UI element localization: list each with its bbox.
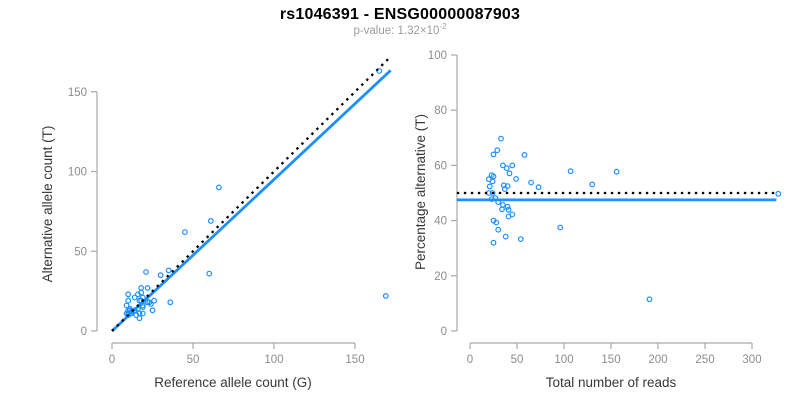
x-tick-label: 0 bbox=[109, 354, 115, 366]
x-tick-label: 100 bbox=[264, 354, 283, 366]
data-point bbox=[138, 289, 145, 296]
y-tick-label: 50 bbox=[74, 246, 87, 258]
data-point bbox=[494, 147, 501, 154]
y-tick-label: 20 bbox=[434, 271, 447, 283]
data-point bbox=[382, 293, 389, 299]
data-point bbox=[502, 233, 509, 240]
data-point bbox=[486, 183, 493, 190]
data-point bbox=[215, 184, 222, 191]
data-point bbox=[139, 310, 146, 317]
data-point bbox=[495, 226, 502, 233]
x-tick-label: 100 bbox=[554, 354, 573, 366]
data-point bbox=[509, 162, 516, 169]
y-tick-label: 150 bbox=[68, 87, 87, 99]
data-point bbox=[517, 236, 524, 243]
data-point bbox=[501, 186, 508, 193]
regression-line bbox=[111, 69, 392, 333]
data-point bbox=[147, 301, 154, 307]
x-tick-label: 200 bbox=[648, 354, 667, 366]
y-tick-label: 0 bbox=[441, 326, 447, 338]
plot-title: rs1046391 - ENSG00000087903 bbox=[279, 6, 521, 23]
x-tick-label: 250 bbox=[695, 354, 714, 366]
x-tick-label: 150 bbox=[601, 354, 620, 366]
y-tick-label: 60 bbox=[434, 160, 447, 172]
x-tick-label: 50 bbox=[511, 354, 524, 366]
y-axis-title: Alternative allele count (T) bbox=[40, 126, 55, 283]
data-point bbox=[181, 229, 188, 236]
pvalue-text: p-value: 1.32×10 bbox=[353, 25, 440, 37]
x-axis-title: Total number of reads bbox=[546, 375, 677, 390]
y-tick-label: 80 bbox=[434, 105, 447, 117]
data-point bbox=[490, 151, 497, 158]
x-tick-label: 150 bbox=[345, 354, 364, 366]
data-point bbox=[165, 267, 172, 274]
y-tick-label: 0 bbox=[81, 326, 87, 338]
data-point bbox=[125, 297, 132, 304]
pvalue-exponent: -2 bbox=[439, 22, 447, 32]
data-point bbox=[504, 203, 511, 210]
data-point bbox=[167, 299, 174, 306]
data-point bbox=[489, 190, 496, 196]
x-axis-title: Reference allele count (G) bbox=[154, 375, 312, 390]
x-tick-label: 50 bbox=[187, 354, 200, 366]
data-point bbox=[138, 285, 145, 291]
data-point bbox=[557, 224, 564, 231]
data-point bbox=[157, 272, 164, 279]
data-point bbox=[646, 296, 653, 303]
data-point bbox=[490, 239, 497, 246]
data-point bbox=[207, 217, 214, 224]
data-point bbox=[123, 302, 130, 309]
data-point bbox=[206, 270, 213, 277]
data-point bbox=[506, 170, 513, 177]
data-point bbox=[493, 219, 500, 226]
data-point bbox=[488, 172, 495, 179]
right-scatter-plot: 0 20 40 60 80 100 0 50 100 150 200 250 300 Total numb… bbox=[413, 50, 782, 390]
identity-line bbox=[111, 55, 392, 332]
data-point bbox=[146, 299, 153, 306]
data-point bbox=[143, 269, 149, 275]
data-point bbox=[528, 179, 534, 186]
y-axis-title: Percentage alternative (T) bbox=[413, 114, 428, 270]
data-point bbox=[125, 291, 132, 298]
data-point bbox=[149, 307, 156, 314]
data-point bbox=[775, 190, 782, 197]
y-tick-label: 100 bbox=[68, 167, 87, 179]
data-point bbox=[589, 181, 596, 188]
plot-subtitle: p-value: 1.32×10-2 bbox=[0, 22, 800, 37]
data-point bbox=[131, 294, 138, 301]
data-point bbox=[505, 213, 512, 220]
data-point bbox=[136, 315, 143, 322]
data-point bbox=[505, 206, 512, 213]
y-tick-label: 100 bbox=[428, 50, 447, 62]
data-point bbox=[567, 168, 574, 175]
data-point bbox=[144, 285, 151, 291]
data-point bbox=[489, 178, 496, 185]
data-point bbox=[499, 206, 505, 213]
data-point bbox=[513, 175, 519, 182]
y-tick-label: 40 bbox=[434, 216, 447, 228]
data-point bbox=[535, 184, 542, 191]
left-scatter-plot: 0 50 100 150 0 50 100 150 Reference allele count… bbox=[40, 55, 392, 390]
data-point bbox=[613, 168, 620, 175]
data-point bbox=[151, 297, 158, 304]
data-point bbox=[139, 304, 146, 311]
data-point bbox=[521, 151, 528, 158]
data-point bbox=[500, 162, 506, 169]
x-tick-label: 0 bbox=[467, 354, 473, 366]
x-tick-label: 300 bbox=[742, 354, 761, 366]
data-point bbox=[498, 135, 504, 142]
data-point bbox=[503, 165, 510, 172]
